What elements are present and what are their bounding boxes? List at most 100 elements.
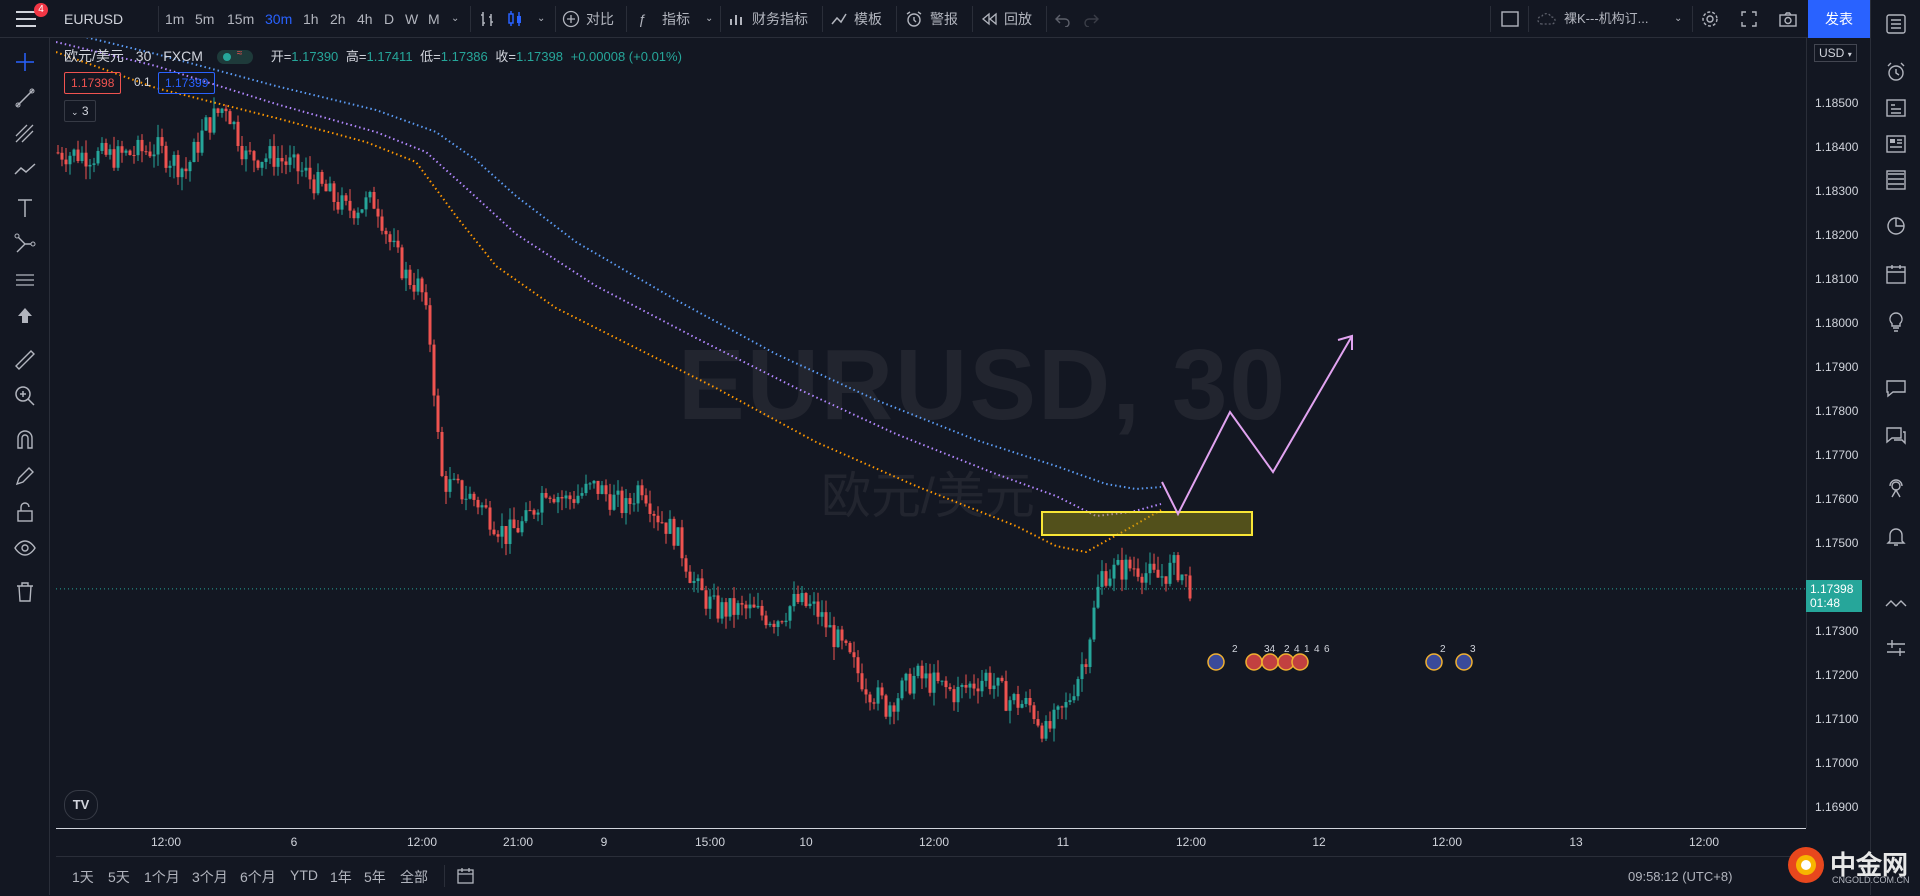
compare-plus-icon[interactable] [562,10,580,28]
order-panel-icon[interactable] [1884,636,1908,660]
cloud-icon[interactable] [1536,11,1558,27]
currency-selector[interactable]: USD ▾ [1814,44,1857,62]
market-status-badge[interactable]: ≈ [216,48,253,65]
candle-body [872,702,876,704]
range-5y[interactable]: 5年 [364,869,386,885]
price-axis[interactable]: 1.18500 1.18400 1.18300 1.18200 1.18100 1.180… [1806,38,1871,828]
indicators-icon[interactable]: ƒ [638,11,646,27]
pattern-tool-icon[interactable] [13,158,37,182]
replay-button[interactable]: 回放 [1004,11,1032,27]
candle-body [1124,559,1128,580]
tradingview-logo[interactable]: TV [64,790,98,820]
compare-button[interactable]: 对比 [586,11,614,27]
magnet-icon[interactable] [13,428,37,452]
logo-mark-icon [1788,847,1824,883]
calendar-icon[interactable] [1884,262,1908,286]
data-window-icon[interactable] [1884,96,1908,120]
range-6m[interactable]: 6个月 [240,869,276,885]
zoom-in-icon[interactable] [13,384,37,408]
fib-tool-icon[interactable] [13,122,37,146]
templates-icon[interactable] [830,10,848,28]
price-tick: 1.17200 [1815,668,1859,682]
time-tick: 12:00 [1688,835,1720,849]
layout-square-icon[interactable] [1500,10,1520,28]
timeframe-1m[interactable]: 1m [165,11,185,27]
range-3m[interactable]: 3个月 [192,869,228,885]
messages-icon[interactable] [1884,424,1908,448]
hotlist-icon[interactable] [1884,214,1908,238]
range-all[interactable]: 全部 [400,869,428,885]
indicators-button[interactable]: 指标 [662,11,690,27]
range-1y[interactable]: 1年 [330,869,352,885]
lock-icon[interactable] [13,500,37,524]
crosshair-icon[interactable] [13,50,37,74]
calendar-list-icon[interactable] [1884,168,1908,192]
news-icon[interactable] [1884,132,1908,156]
chevron-down-icon: ⌄ [71,107,79,117]
chevron-down-icon[interactable]: ⌄ [1674,13,1683,24]
ruler-icon[interactable] [13,348,37,372]
publish-button[interactable]: 发表 [1808,0,1870,38]
range-1d[interactable]: 1天 [72,869,94,885]
templates-button[interactable]: 模板 [854,11,882,27]
layout-name[interactable]: 裸K---机构订... [1564,11,1649,26]
timeframe-1h[interactable]: 1h [303,11,319,27]
trash-icon[interactable] [13,580,37,604]
bar-style-icon[interactable] [478,9,498,29]
dom-icon[interactable] [1884,592,1908,616]
candle-body [1048,721,1052,729]
timeframe-M[interactable]: M [428,11,440,27]
timeframe-5m[interactable]: 5m [195,11,215,27]
legend-title[interactable]: 欧元/美元 [64,48,124,64]
time-axis[interactable]: 12:00 6 12:00 21:00 9 15:00 10 12:00 11 12:00 12 12… [56,828,1806,857]
financials-button[interactable]: 财务指标 [752,11,808,27]
camera-icon[interactable] [1778,10,1798,28]
menu-icon[interactable] [16,11,36,27]
redo-icon[interactable] [1082,11,1100,27]
settings-gear-icon[interactable] [1700,9,1720,29]
arrow-up-icon[interactable] [13,304,37,328]
chevron-down-icon[interactable]: ⌄ [705,13,714,24]
streams-icon[interactable] [1884,476,1908,500]
financials-icon[interactable] [728,10,746,28]
timeframe-D[interactable]: D [384,11,395,27]
alarm-clock-icon[interactable] [1884,60,1908,84]
fullscreen-icon[interactable] [1740,10,1758,28]
text-tool-icon[interactable] [13,196,37,220]
buy-button[interactable]: 1.17399 [158,72,216,94]
alert-button[interactable]: 警报 [930,11,958,27]
timeframe-4h[interactable]: 4h [357,11,373,27]
chat-icon[interactable] [1884,376,1908,400]
trend-line-icon[interactable] [13,86,37,110]
range-1m[interactable]: 1个月 [144,869,180,885]
chevron-down-icon[interactable]: ⌄ [451,13,460,24]
symbol-search[interactable]: EURUSD [64,11,124,27]
chart-pane[interactable]: EURUSD, 30 欧元/美元 2 34 2 4 1 4 6 2 3 TV [56,38,1806,828]
clock[interactable]: 09:58:12 (UTC+8) [1628,869,1733,884]
range-5d[interactable]: 5天 [108,869,130,885]
chevron-down-icon[interactable]: ⌄ [537,13,546,24]
node-tool-icon[interactable] [13,232,37,256]
sell-button[interactable]: 1.17398 [64,72,122,94]
replay-icon[interactable] [980,11,998,27]
undo-icon[interactable] [1054,11,1072,27]
range-ytd[interactable]: YTD [290,867,318,883]
candle-style-icon[interactable] [505,9,525,29]
timeframe-W[interactable]: W [405,11,419,27]
watchlist-icon[interactable] [1884,12,1908,36]
timeframe-2h[interactable]: 2h [330,11,346,27]
candle-body [820,612,824,617]
notifications-bell-icon[interactable] [1884,524,1908,548]
goto-date-icon[interactable] [456,867,476,885]
timeframe-30m[interactable]: 30m [265,11,293,27]
measure-lines-icon[interactable] [13,268,37,292]
candle-body [496,534,500,537]
alarm-icon[interactable] [904,9,924,29]
price-chart[interactable]: 2 34 2 4 1 4 6 2 3 [56,38,1806,828]
eye-icon[interactable] [13,536,37,560]
timeframe-15m[interactable]: 15m [227,11,255,27]
ideas-lightbulb-icon[interactable] [1884,310,1908,334]
indicators-toggle[interactable]: ⌄ 3 [64,100,96,122]
candle-body [436,395,440,432]
pencil-lock-icon[interactable] [13,464,37,488]
